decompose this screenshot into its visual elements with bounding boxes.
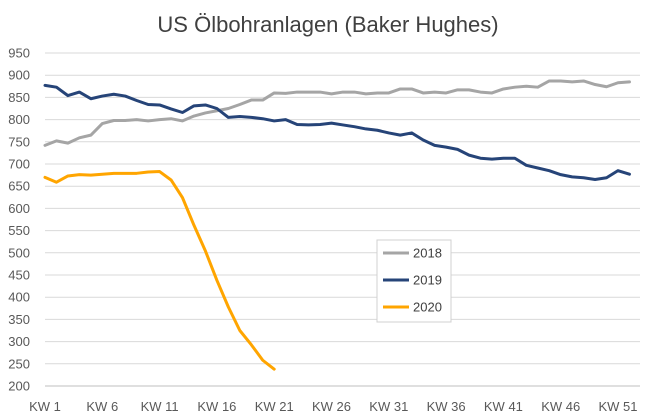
y-tick-label: 950 (8, 46, 30, 61)
x-tick-label: KW 11 (141, 399, 179, 414)
x-tick-label: KW 26 (312, 399, 351, 414)
x-tick-label: KW 41 (484, 399, 523, 414)
gridlines (45, 52, 640, 387)
legend-label-2018: 2018 (413, 246, 442, 261)
y-tick-label: 600 (8, 201, 30, 216)
y-tick-label: 350 (8, 312, 30, 327)
legend-label-2019: 2019 (413, 273, 442, 288)
y-tick-label: 300 (8, 334, 30, 349)
y-tick-label: 400 (8, 290, 30, 305)
y-tick-label: 700 (8, 157, 30, 172)
y-tick-label: 450 (8, 268, 30, 283)
x-tick-label: KW 46 (541, 399, 580, 414)
y-tick-label: 500 (8, 245, 30, 260)
legend-label-2020: 2020 (413, 300, 442, 315)
x-tick-label: KW 51 (598, 399, 637, 414)
series-lines (43, 79, 631, 371)
chart-title: US Ölbohranlagen (Baker Hughes) (157, 12, 498, 37)
series-line-2020 (43, 170, 276, 371)
x-tick-label: KW 21 (255, 399, 294, 414)
y-tick-label: 750 (8, 134, 30, 149)
y-tick-label: 650 (8, 179, 30, 194)
legend: 2018 2019 2020 (376, 239, 452, 323)
x-tick-label: KW 1 (29, 399, 61, 414)
x-tick-label: KW 31 (369, 399, 408, 414)
x-tick-label: KW 16 (197, 399, 236, 414)
x-tick-label: KW 36 (427, 399, 466, 414)
x-axis-ticks: KW 1 KW 6 KW 11 KW 16 KW 21 KW 26 KW 31 KW 36 KW… (29, 399, 637, 414)
y-tick-label: 900 (8, 68, 30, 83)
y-tick-label: 800 (8, 112, 30, 127)
y-tick-label: 850 (8, 90, 30, 105)
series-line-2019 (43, 83, 631, 182)
y-tick-label: 550 (8, 223, 30, 238)
y-tick-label: 250 (8, 356, 30, 371)
x-tick-label: KW 6 (86, 399, 118, 414)
y-axis-ticks: 200 250 300 350 400 450 500 550 600 650 700 750 800 8… (8, 46, 30, 394)
series-line-2018 (43, 79, 631, 147)
y-tick-label: 200 (8, 379, 30, 394)
